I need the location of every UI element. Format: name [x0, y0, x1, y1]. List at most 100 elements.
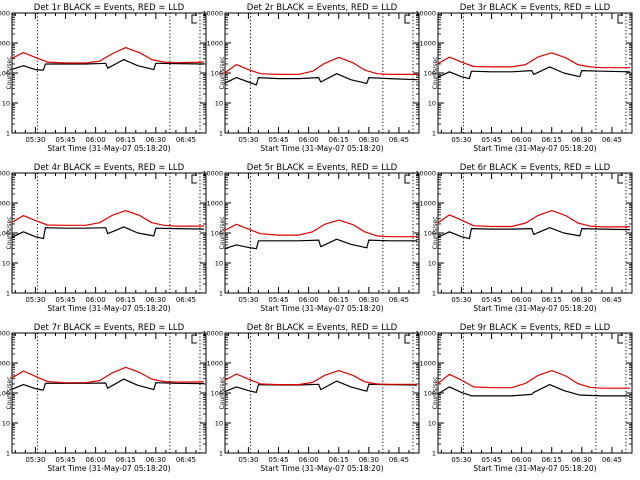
y-tick-label: 1000	[206, 40, 223, 48]
panel-title: Det 9r BLACK = Events, RED = LLD	[460, 323, 611, 333]
y-axis-label: Counts/sec	[6, 376, 13, 409]
y-tick-label: 1	[6, 290, 10, 298]
events-series-line	[437, 66, 631, 80]
x-tick-label: 05:45	[55, 296, 75, 304]
y-tick-label: 10000	[202, 170, 223, 178]
y-axis-label: Counts/sec	[432, 216, 439, 249]
y-tick-label: 1000	[419, 40, 436, 48]
x-tick-label: 06:00	[512, 296, 532, 304]
y-tick-label: 10000	[0, 330, 10, 338]
x-tick-label: 05:30	[238, 456, 258, 464]
y-tick-label: 100	[424, 390, 436, 398]
y-axis-label: Counts/sec	[219, 376, 226, 409]
x-axis-label: Start Time (31-May-07 05:18:20)	[473, 464, 596, 473]
x-tick-label: 05:30	[25, 136, 45, 144]
panel-title: Det 3r BLACK = Events, RED = LLD	[460, 3, 611, 13]
interval-bracket-mark	[404, 174, 410, 184]
y-tick-label: 10000	[202, 330, 223, 338]
x-axis-label: Start Time (31-May-07 05:18:20)	[47, 144, 170, 153]
y-tick-label: 1000	[206, 360, 223, 368]
x-tick-label: 06:00	[299, 296, 319, 304]
x-tick-label: 06:00	[299, 456, 319, 464]
y-tick-label: 1	[432, 290, 436, 298]
y-tick-label: 10	[2, 420, 10, 428]
y-tick-label: 1000	[419, 360, 436, 368]
x-tick-label: 05:30	[25, 296, 45, 304]
x-tick-label: 06:45	[389, 456, 409, 464]
x-tick-label: 06:15	[329, 136, 349, 144]
x-tick-label: 05:45	[268, 296, 288, 304]
events-series-line	[224, 238, 417, 250]
x-tick-label: 05:45	[268, 456, 288, 464]
x-tick-label: 06:15	[329, 456, 349, 464]
x-tick-label: 05:45	[268, 136, 288, 144]
x-tick-label: 06:45	[176, 456, 196, 464]
x-axis-label: Start Time (31-May-07 05:18:20)	[260, 464, 383, 473]
y-tick-label: 100	[424, 70, 436, 78]
interval-bracket-mark	[617, 14, 623, 24]
y-tick-label: 1000	[0, 360, 10, 368]
detector-panel-6: Det 6r BLACK = Events, RED = LLD 1 10 100 10…	[415, 163, 633, 313]
events-series-line	[11, 378, 205, 391]
plot-frame	[437, 12, 633, 134]
x-tick-label: 06:15	[116, 296, 136, 304]
x-tick-label: 06:15	[542, 296, 562, 304]
y-axis-label: Counts/sec	[432, 376, 439, 409]
detector-panel-4: Det 4r BLACK = Events, RED = LLD 1 10 100 10…	[0, 163, 207, 313]
lld-series-line	[224, 219, 417, 238]
interval-bracket-mark	[191, 334, 197, 344]
y-tick-label: 1	[432, 450, 436, 458]
interval-bracket-mark	[191, 14, 197, 24]
y-tick-label: 1	[219, 290, 223, 298]
lld-series-line	[223, 56, 417, 75]
y-axis-label: Counts/sec	[432, 56, 439, 89]
x-tick-label: 05:45	[481, 136, 501, 144]
detector-panel-2: Det 2r BLACK = Events, RED = LLD 1 10 100 10…	[202, 3, 420, 153]
y-tick-label: 10000	[0, 170, 10, 178]
x-tick-label: 06:00	[299, 136, 319, 144]
y-tick-label: 10	[428, 100, 436, 108]
x-axis-label: Start Time (31-May-07 05:18:20)	[260, 304, 383, 313]
interval-bracket-mark	[404, 14, 410, 24]
x-tick-label: 06:15	[542, 456, 562, 464]
events-series-line	[224, 73, 418, 86]
plot-frame	[11, 332, 207, 454]
x-tick-label: 06:15	[329, 296, 349, 304]
events-series-line	[11, 226, 205, 240]
events-series-line	[224, 380, 418, 393]
detector-panel-9: Det 9r BLACK = Events, RED = LLD 1 10 100 10…	[415, 323, 633, 473]
plot-frame	[437, 172, 633, 294]
plot-frame	[224, 172, 420, 294]
x-tick-label: 05:45	[55, 136, 75, 144]
x-tick-label: 06:00	[86, 456, 106, 464]
x-tick-label: 06:30	[359, 456, 379, 464]
x-tick-label: 06:45	[176, 136, 196, 144]
x-tick-label: 05:30	[451, 456, 471, 464]
plot-frame	[11, 12, 207, 134]
detector-panel-8: Det 8r BLACK = Events, RED = LLD 1 10 100 10…	[202, 323, 420, 473]
y-tick-label: 10	[215, 260, 223, 268]
x-tick-label: 06:00	[86, 296, 106, 304]
x-tick-label: 06:15	[116, 136, 136, 144]
panel-title: Det 7r BLACK = Events, RED = LLD	[34, 323, 185, 333]
y-tick-label: 100	[211, 230, 223, 238]
y-tick-label: 100	[0, 390, 10, 398]
x-tick-label: 06:00	[512, 136, 532, 144]
x-tick-label: 06:45	[602, 136, 622, 144]
y-tick-label: 100	[0, 230, 10, 238]
x-tick-label: 06:45	[176, 296, 196, 304]
x-tick-label: 06:30	[359, 136, 379, 144]
x-axis-label: Start Time (31-May-07 05:18:20)	[47, 464, 170, 473]
x-tick-label: 05:45	[481, 296, 501, 304]
x-tick-label: 05:30	[451, 136, 471, 144]
plot-frame	[224, 332, 420, 454]
x-axis-label: Start Time (31-May-07 05:18:20)	[260, 144, 383, 153]
panel-title: Det 2r BLACK = Events, RED = LLD	[247, 3, 398, 13]
interval-bracket-mark	[191, 174, 197, 184]
y-tick-label: 1	[219, 450, 223, 458]
y-tick-label: 10000	[415, 170, 436, 178]
detector-panel-7: Det 7r BLACK = Events, RED = LLD 1 10 100 10…	[0, 323, 207, 473]
x-tick-label: 05:45	[481, 456, 501, 464]
x-tick-label: 06:00	[86, 136, 106, 144]
